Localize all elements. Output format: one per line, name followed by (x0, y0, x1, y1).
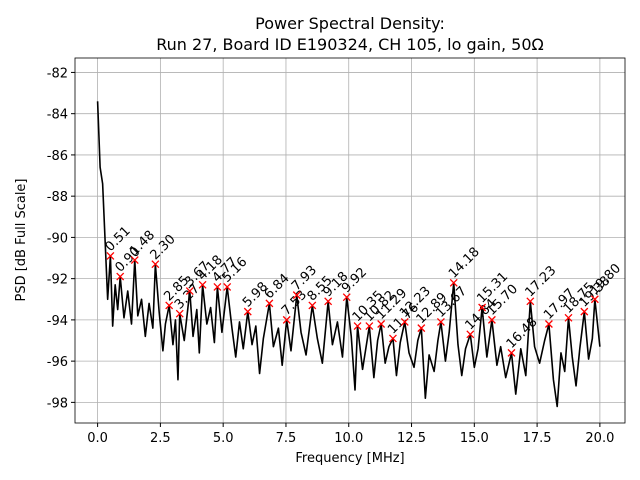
peak-marker (466, 330, 475, 339)
peak-marker (324, 297, 333, 306)
y-tick-label: -98 (47, 396, 68, 411)
peak-marker (507, 348, 516, 357)
peak-label: 17.23 (523, 263, 560, 300)
y-tick-label: -94 (47, 314, 68, 329)
peak-marker (223, 282, 232, 291)
peak-marker (564, 313, 573, 322)
peak-marker (243, 307, 252, 316)
x-axis-label: Frequency [MHz] (295, 451, 404, 466)
peak-marker (478, 303, 487, 312)
peak-marker (590, 295, 599, 304)
peak-marker (130, 256, 139, 265)
y-tick-label: -96 (47, 355, 68, 370)
peak-marker (400, 317, 409, 326)
peak-marker (388, 334, 397, 343)
peak-marker (353, 322, 362, 331)
peak-marker (265, 299, 274, 308)
y-tick-label: -90 (47, 231, 68, 246)
peak-label: 9.92 (339, 265, 370, 296)
x-tick-label: 2.5 (150, 431, 171, 446)
peak-marker (165, 301, 174, 310)
peak-marker (308, 301, 317, 310)
x-tick-label: 7.5 (276, 431, 297, 446)
peak-label: 6.84 (262, 271, 293, 302)
peak-marker (292, 291, 301, 300)
peak-label: 19.80 (587, 261, 624, 298)
peak-marker (175, 309, 184, 318)
peak-marker (185, 287, 194, 295)
peak-marker (544, 320, 553, 328)
plot-frame (74, 57, 626, 424)
peak-marker (116, 272, 125, 281)
peak-marker (526, 297, 535, 306)
chart-title: Run 27, Board ID E190324, CH 105, lo gai… (156, 35, 544, 54)
peak-marker (449, 278, 458, 287)
y-tick-label: -92 (47, 273, 68, 288)
peak-marker (487, 315, 496, 324)
peak-marker (151, 260, 160, 269)
y-tick-label: -88 (47, 190, 68, 205)
peak-label: 14.18 (446, 245, 483, 282)
x-tick-label: 20.0 (585, 431, 614, 446)
x-tick-label: 12.5 (397, 431, 426, 446)
peak-marker (213, 282, 222, 291)
peak-marker (198, 280, 207, 289)
peak-marker (106, 252, 115, 260)
y-tick-label: -86 (47, 149, 68, 164)
peak-marker (436, 317, 445, 326)
peak-marker (342, 293, 351, 302)
peak-marker (417, 324, 426, 333)
x-tick-label: 0.0 (87, 431, 108, 446)
y-tick-label: -82 (47, 66, 68, 81)
y-axis-label: PSD [dB Full Scale] (14, 178, 29, 301)
x-tick-label: 17.5 (523, 431, 552, 446)
y-tick-label: -84 (47, 108, 68, 123)
peak-marker (580, 307, 589, 316)
peak-marker (365, 322, 374, 331)
x-tick-label: 15.0 (460, 431, 489, 446)
chart-title: Power Spectral Density: (255, 14, 445, 33)
peak-marker (377, 320, 386, 328)
x-tick-label: 5.0 (213, 431, 234, 446)
x-tick-label: 10.0 (334, 431, 363, 446)
peak-marker (282, 315, 291, 324)
